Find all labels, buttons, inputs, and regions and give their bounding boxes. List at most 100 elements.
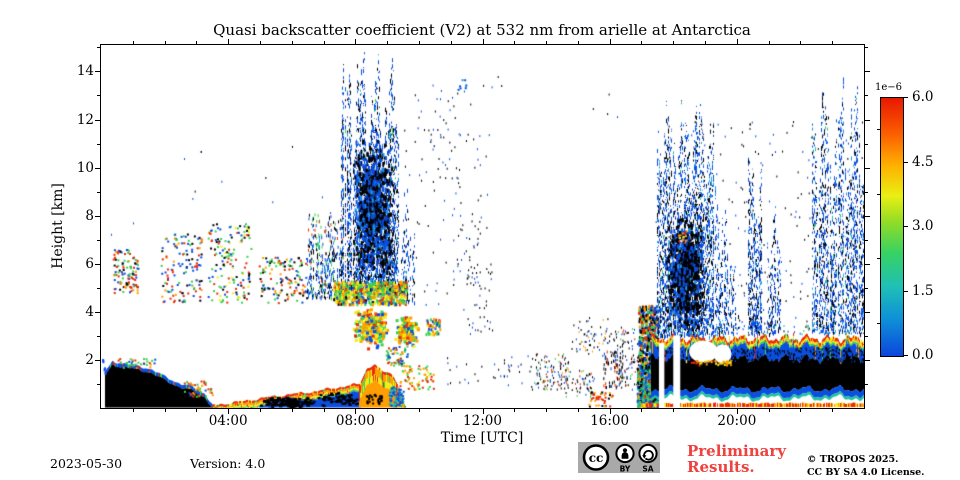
axis-tick [865,311,870,313]
axis-tick [865,359,870,361]
axis-tick [291,409,293,412]
copyright-note: © TROPOS 2025. CC BY SA 4.0 License. [807,454,924,479]
axis-tick [97,383,100,385]
axis-tick [832,409,834,412]
cc-sa-icon [638,443,658,464]
axis-tick [97,239,100,241]
axis-tick [768,409,770,412]
axis-tick [97,143,100,145]
axis-tick [865,143,868,145]
cc-icon [582,444,610,471]
x-axis-label: Time [UTC] [440,430,524,446]
axis-tick [865,119,870,121]
axis-tick [641,41,643,44]
x-tick-label: 16:00 [590,413,630,429]
axis-tick [768,41,770,44]
axis-tick [865,95,868,97]
axis-tick [323,41,325,44]
y-tick-label: 10 [76,159,94,176]
axis-tick [97,335,100,337]
axis-tick [705,409,707,412]
axis-tick [95,359,100,361]
y-tick-label: 4 [85,303,94,320]
y-tick-label: 12 [76,111,94,128]
axis-tick [132,409,134,412]
version-label: Version: 4.0 [190,456,266,471]
axis-tick [196,41,198,44]
axis-tick [865,167,870,169]
axis-tick [904,161,908,163]
measurement-date: 2023-05-30 [50,456,123,471]
axis-tick [164,41,166,44]
axis-tick [865,335,868,337]
axis-tick [387,41,389,44]
axis-tick [865,191,868,193]
axis-tick [904,97,908,98]
axis-tick [95,71,100,73]
axis-tick [865,383,868,385]
heatmap-canvas [101,45,864,408]
axis-tick [196,409,198,412]
axis-tick [323,409,325,412]
axis-tick [673,409,675,412]
axis-tick [97,287,100,289]
axis-tick [904,355,908,356]
x-tick-label: 04:00 [208,413,248,429]
axis-tick [877,193,880,195]
axis-tick [673,41,675,44]
axis-tick [95,311,100,313]
axis-tick [97,47,100,49]
plot-title: Quasi backscatter coefficient (V2) at 53… [213,21,751,39]
axis-tick [95,167,100,169]
axis-tick [641,409,643,412]
x-tick-label: 12:00 [463,413,502,429]
axis-tick [228,409,230,414]
axis-tick [132,41,134,44]
axis-tick [95,263,100,265]
preliminary-line2: Results. [687,458,755,476]
axis-tick [877,322,880,324]
axis-tick [546,409,548,412]
cc-icon-letters: cc [589,451,604,465]
axis-tick [450,409,452,412]
plot-area [100,44,865,409]
y-tick-label: 6 [85,255,94,272]
copyright-line1: © TROPOS 2025. [807,454,899,465]
axis-tick [418,41,420,44]
axis-tick [97,191,100,193]
cc-by-label: BY [620,465,631,474]
axis-tick [482,409,484,414]
axis-tick [904,226,908,227]
colorbar-tick-label: 3.0 [912,218,934,234]
preliminary-line1: Preliminary [687,442,786,460]
y-tick-label: 2 [85,351,94,368]
axis-tick [514,41,516,44]
axis-tick [736,39,738,44]
axis-tick [355,39,357,44]
colorbar-tick-label: 1.5 [912,282,934,299]
axis-tick [832,41,834,44]
cc-by-icon [615,443,635,464]
axis-tick [259,41,261,44]
axis-tick [450,41,452,44]
axis-tick [228,39,230,44]
axis-tick [609,409,611,414]
axis-tick [800,409,802,412]
axis-tick [577,409,579,412]
axis-tick [877,258,880,260]
axis-tick [877,129,880,131]
y-tick-label: 14 [76,63,94,80]
cc-sa-label: SA [642,465,653,474]
colorbar-tick-label: 0.0 [912,347,934,363]
axis-tick [865,71,870,73]
colorbar-tick-label: 6.0 [912,89,934,105]
axis-tick [904,290,908,292]
axis-tick [736,409,738,414]
axis-tick [387,409,389,412]
axis-tick [164,409,166,412]
x-tick-label: 20:00 [717,413,757,429]
axis-tick [865,287,868,289]
axis-tick [546,41,548,44]
axis-tick [865,263,870,265]
axis-tick [577,41,579,44]
